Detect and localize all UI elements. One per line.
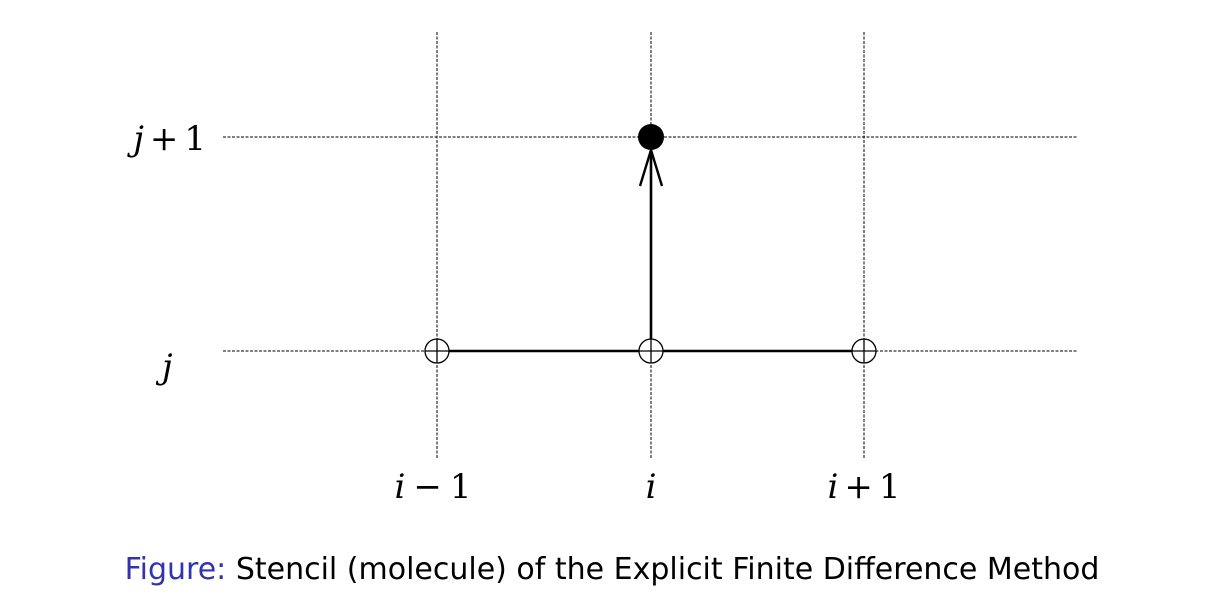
known-node-i-j (638, 338, 664, 364)
caption-text: Stencil (molecule) of the Explicit Finit… (235, 552, 1100, 587)
col-label-i-minus-1: i −1 (394, 467, 471, 507)
known-node-i-plus-1-j (851, 338, 877, 364)
unknown-node-i-j-plus-1 (638, 124, 664, 150)
col-label-i: i (646, 467, 657, 507)
row-label-j-plus-1: j +1 (126, 119, 206, 159)
caption-label: Figure: (124, 552, 227, 587)
col-label-i-plus-1: i +1 (827, 467, 900, 507)
known-node-i-minus-1-j (424, 338, 450, 364)
figure-caption: Figure: Stencil (molecule) of the Explic… (0, 548, 1224, 592)
row-label-j: j (155, 347, 173, 387)
